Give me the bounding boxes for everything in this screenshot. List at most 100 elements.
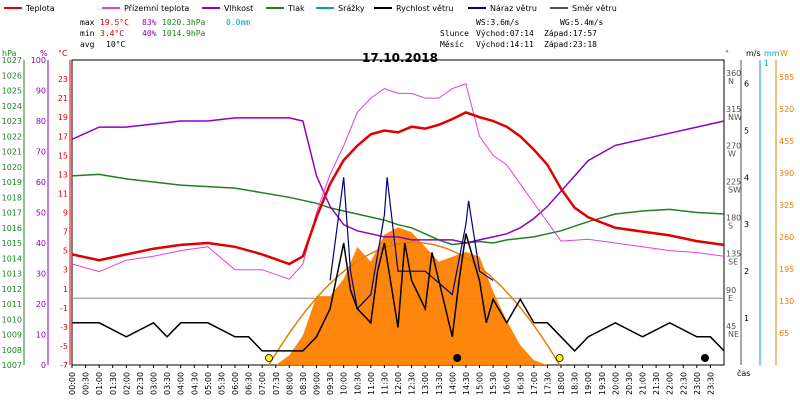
tick-temp: 21 <box>58 94 68 103</box>
tick-temp: 13 <box>58 170 68 179</box>
tick-pct: 80 <box>36 117 46 126</box>
tick-temp: 11 <box>58 189 68 198</box>
tick-deg: 315 <box>726 105 741 114</box>
tick-x: 19:00 <box>584 372 593 395</box>
tick-deg: 45 <box>726 322 736 331</box>
stat-min-press: 1014.9hPa <box>162 29 206 38</box>
info-sun-label: Slunce <box>440 29 469 38</box>
tick-x: 23:30 <box>706 372 715 395</box>
tick-hpa: 1016 <box>2 224 22 233</box>
stat-avg-label: avg <box>80 40 95 49</box>
tick-hpa: 1026 <box>2 71 22 80</box>
tick-hpa: 1018 <box>2 193 22 202</box>
tick-pct: 10 <box>36 331 46 340</box>
tick-pct: 40 <box>36 239 46 248</box>
tick-hpa: 1012 <box>2 285 22 294</box>
tick-x: 07:00 <box>258 372 267 395</box>
stat-max-label: max <box>80 18 95 27</box>
tick-x: 09:30 <box>326 372 335 395</box>
axis-unit-pct: % <box>40 49 48 58</box>
legend-label-prizemni: Přízemní teplota <box>124 4 189 13</box>
info-moonset: Západ:23:18 <box>544 40 597 49</box>
tick-x: 20:30 <box>625 372 634 395</box>
tick-x: 08:00 <box>285 372 294 395</box>
tick-x: 15:00 <box>476 372 485 395</box>
tick-dir-label: NE <box>728 330 739 339</box>
axis-mm-top: 1 <box>764 59 769 68</box>
stat-max-press: 1020.3hPa <box>162 18 206 27</box>
sunrise-marker <box>265 354 273 362</box>
tick-dir-label: SE <box>728 258 738 267</box>
tick-hpa: 1015 <box>2 239 22 248</box>
tick-x: 10:00 <box>340 372 349 395</box>
tick-hpa: 1027 <box>2 56 22 65</box>
info-moonrise: Východ:14:11 <box>476 40 534 49</box>
tick-x: 06:30 <box>245 372 254 395</box>
series-ground-temperature <box>71 83 725 280</box>
tick-temp: 1 <box>63 285 68 294</box>
tick-x: 13:30 <box>435 372 444 395</box>
tick-dir-label: S <box>728 222 733 231</box>
tick-deg: 135 <box>726 250 741 259</box>
tick-pct: 0 <box>41 361 46 370</box>
series-temperature <box>71 111 725 266</box>
tick-x: 05:30 <box>217 372 226 395</box>
tick-x: 03:00 <box>150 372 159 395</box>
tick-hpa: 1014 <box>2 254 22 263</box>
tick-temp: 9 <box>63 209 68 218</box>
tick-deg: 180 <box>726 214 741 223</box>
series-wind-gust <box>329 177 494 310</box>
tick-x: 14:00 <box>448 372 457 395</box>
tick-x: 14:30 <box>462 372 471 395</box>
stat-max-rain: 0.0mm <box>226 18 250 27</box>
tick-deg: 360 <box>726 69 741 78</box>
stat-max-hum: 83% <box>142 18 157 27</box>
tick-deg: 90 <box>726 286 736 295</box>
stat-min-label: min <box>80 29 95 38</box>
tick-temp: 3 <box>63 266 68 275</box>
tick-dir-label: W <box>728 149 736 158</box>
chart-title: 17.10.2018 <box>362 51 438 65</box>
axis-unit-temp: °C <box>58 49 68 58</box>
axis-unit-hpa: hPa <box>2 49 17 58</box>
tick-x: 09:00 <box>313 372 322 395</box>
legend-label-srazky: Srážky <box>338 4 365 13</box>
tick-hpa: 1020 <box>2 163 22 172</box>
tick-x: 13:00 <box>421 372 430 395</box>
tick-x: 03:30 <box>163 372 172 395</box>
info-moon-label: Měsíc <box>440 40 464 49</box>
tick-hpa: 1021 <box>2 148 22 157</box>
tick-pct: 60 <box>36 178 46 187</box>
tick-ms: 4 <box>744 173 749 182</box>
tick-hpa: 1025 <box>2 87 22 96</box>
tick-x: 00:00 <box>68 372 77 395</box>
tick-temp: 7 <box>63 228 68 237</box>
tick-x: 23:00 <box>693 372 702 395</box>
tick-x: 16:30 <box>516 372 525 395</box>
stats-block: max 19.5°C 83% 1020.3hPa 0.0mm min 3.4°C… <box>80 18 250 49</box>
legend: Teplota Přízemní teplota Vlhkost Tlak Sr… <box>4 4 617 13</box>
tick-x: 04:00 <box>177 372 186 395</box>
legend-label-rychlost: Rychlost větru <box>396 4 453 13</box>
tick-x: 07:30 <box>272 372 281 395</box>
moonset-marker <box>700 354 709 362</box>
tick-w: 390 <box>779 169 794 178</box>
tick-hpa: 1008 <box>2 346 22 355</box>
tick-temp: -5 <box>60 342 68 351</box>
tick-x: 01:30 <box>109 372 118 395</box>
tick-x: 18:30 <box>571 372 580 395</box>
tick-x: 08:30 <box>299 372 308 395</box>
tick-ms: 6 <box>744 79 749 88</box>
tick-hpa: 1022 <box>2 132 22 141</box>
legend-label-vlhkost: Vlhkost <box>224 4 253 13</box>
info-block: WS:3.6m/s WG:5.4m/s Slunce Východ:07:14 … <box>440 18 604 49</box>
tick-x: 01:00 <box>95 372 104 395</box>
tick-pct: 20 <box>36 300 46 309</box>
tick-w: 195 <box>779 265 794 274</box>
series-pressure <box>71 173 725 246</box>
tick-pct: 100 <box>31 56 46 65</box>
axis-time-label: čas <box>737 368 750 378</box>
tick-x: 11:00 <box>367 372 376 395</box>
tick-ms: 5 <box>744 126 749 135</box>
